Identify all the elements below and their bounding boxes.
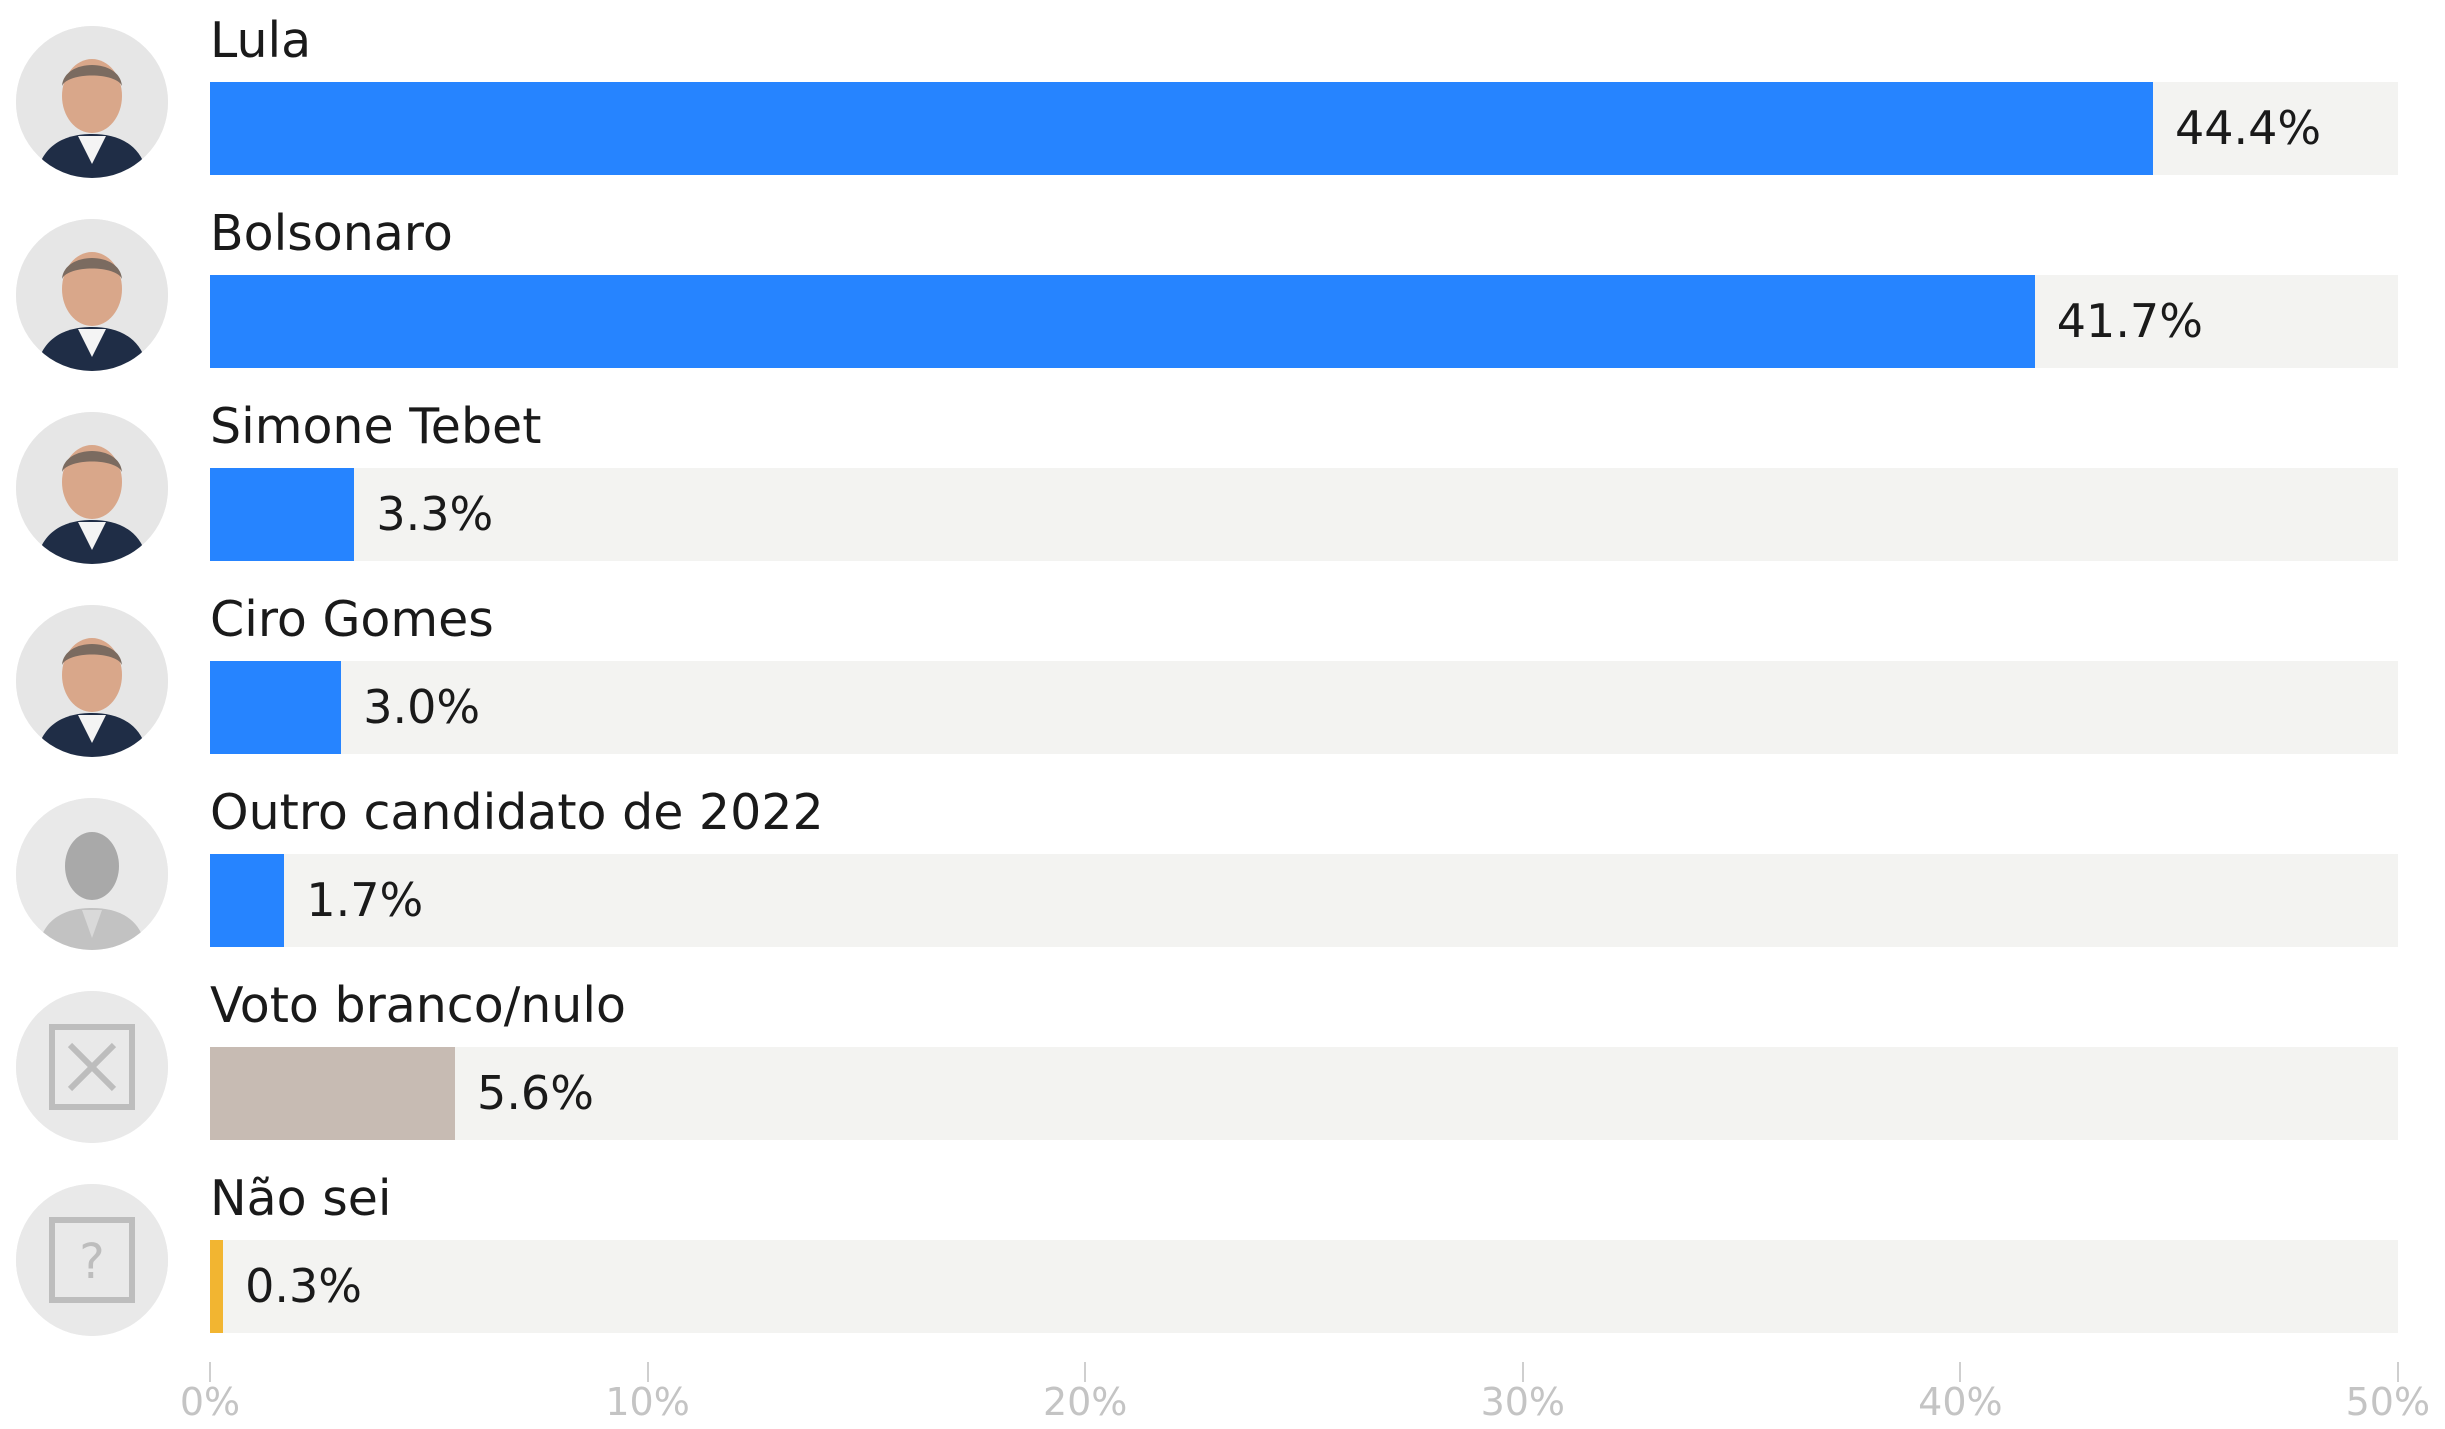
category-label: Não sei	[210, 1170, 392, 1227]
x-tick	[1959, 1362, 1962, 1382]
x-box-icon	[16, 991, 168, 1143]
bar-row: Ciro Gomes 3.0%	[0, 583, 2445, 776]
value-label: 5.6%	[477, 1066, 594, 1120]
x-tick-label: 30%	[1480, 1380, 1566, 1424]
category-label: Simone Tebet	[210, 398, 542, 455]
bar	[210, 275, 2035, 368]
bar	[210, 1047, 456, 1140]
category-label: Lula	[210, 12, 312, 69]
person-photo-icon	[16, 219, 168, 371]
category-label: Voto branco/nulo	[210, 977, 626, 1034]
value-label: 44.4%	[2174, 101, 2322, 155]
x-tick-label: 0%	[179, 1380, 241, 1424]
bar-track: 3.0%	[210, 661, 2398, 754]
svg-text:?: ?	[79, 1234, 104, 1290]
x-axis: 0% 10% 20% 30% 40% 50%	[180, 1350, 2430, 1429]
person-silhouette-icon	[16, 798, 168, 950]
bar-row: Bolsonaro 41.7%	[0, 197, 2445, 390]
category-label: Ciro Gomes	[210, 591, 494, 648]
x-tick	[209, 1362, 211, 1382]
bar-track: 3.3%	[210, 468, 2398, 561]
value-label: 41.7%	[2056, 294, 2203, 348]
bar-track: 5.6%	[210, 1047, 2398, 1140]
bar-track: 44.4%	[210, 82, 2398, 175]
person-photo-icon	[16, 412, 168, 564]
bar-row: Outro candidato de 2022 1.7%	[0, 776, 2445, 969]
question-box-icon: ?	[16, 1184, 168, 1336]
category-label: Outro candidato de 2022	[210, 784, 824, 841]
x-tick	[646, 1362, 649, 1382]
bar-row: Simone Tebet 3.3%	[0, 390, 2445, 583]
bar-track: 1.7%	[210, 854, 2398, 947]
x-tick	[1521, 1362, 1524, 1382]
bar-track: 0.3%	[210, 1240, 2398, 1333]
bar	[210, 82, 2153, 175]
value-label: 3.3%	[376, 487, 494, 541]
category-label: Bolsonaro	[210, 205, 453, 262]
bar-row: ? Não sei 0.3%	[0, 1162, 2445, 1355]
value-label: 0.3%	[245, 1259, 362, 1313]
value-label: 3.0%	[363, 680, 481, 734]
bar	[210, 854, 285, 947]
bar-track: 41.7%	[210, 275, 2398, 368]
x-tick	[1084, 1362, 1087, 1382]
person-photo-icon	[16, 605, 168, 757]
bar	[210, 468, 355, 561]
value-label: 1.7%	[306, 873, 424, 927]
bar-row: Voto branco/nulo 5.6%	[0, 969, 2445, 1162]
x-tick-label: 40%	[1918, 1380, 2003, 1424]
bar	[210, 661, 342, 754]
x-tick-label: 20%	[1042, 1380, 1128, 1424]
bar	[210, 1240, 224, 1333]
x-tick	[2397, 1362, 2399, 1382]
x-tick-label: 50%	[2345, 1380, 2431, 1424]
x-tick-label: 10%	[605, 1380, 690, 1424]
bar-row: Lula 44.4%	[0, 4, 2445, 197]
person-photo-icon	[16, 26, 168, 178]
